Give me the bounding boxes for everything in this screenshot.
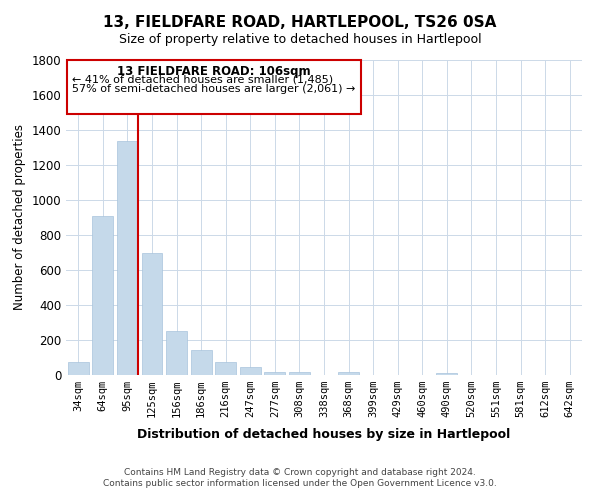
Text: 13, FIELDFARE ROAD, HARTLEPOOL, TS26 0SA: 13, FIELDFARE ROAD, HARTLEPOOL, TS26 0SA: [103, 15, 497, 30]
Text: ← 41% of detached houses are smaller (1,485): ← 41% of detached houses are smaller (1,…: [72, 74, 333, 84]
Text: Contains HM Land Registry data © Crown copyright and database right 2024.
Contai: Contains HM Land Registry data © Crown c…: [103, 468, 497, 487]
Bar: [92, 216, 113, 375]
Bar: [436, 373, 457, 375]
Bar: [265, 372, 286, 375]
Bar: [117, 140, 138, 375]
Text: Size of property relative to detached houses in Hartlepool: Size of property relative to detached ho…: [119, 32, 481, 46]
Text: 13 FIELDFARE ROAD: 106sqm: 13 FIELDFARE ROAD: 106sqm: [117, 65, 311, 78]
Bar: [289, 372, 310, 375]
FancyBboxPatch shape: [67, 60, 361, 114]
Bar: [338, 372, 359, 375]
Bar: [240, 367, 261, 375]
Y-axis label: Number of detached properties: Number of detached properties: [13, 124, 26, 310]
Text: 57% of semi-detached houses are larger (2,061) →: 57% of semi-detached houses are larger (…: [72, 84, 356, 94]
Bar: [68, 362, 89, 375]
Bar: [166, 331, 187, 375]
X-axis label: Distribution of detached houses by size in Hartlepool: Distribution of detached houses by size …: [137, 428, 511, 442]
Bar: [142, 252, 163, 375]
Bar: [215, 362, 236, 375]
Bar: [191, 350, 212, 375]
